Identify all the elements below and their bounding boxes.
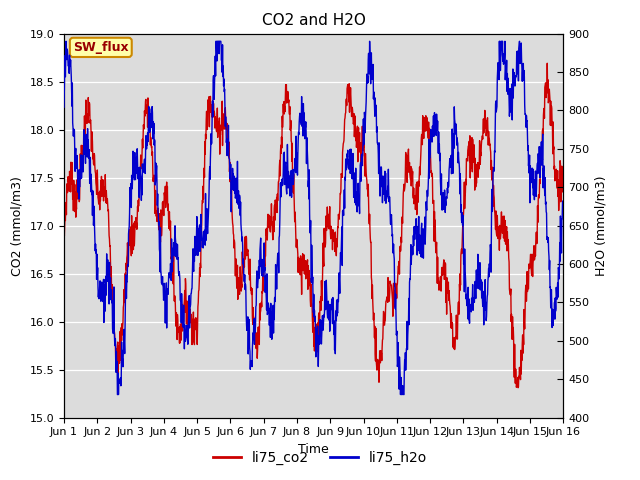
Title: CO2 and H2O: CO2 and H2O <box>262 13 365 28</box>
Y-axis label: H2O (mmol/m3): H2O (mmol/m3) <box>595 175 608 276</box>
Y-axis label: CO2 (mmol/m3): CO2 (mmol/m3) <box>11 176 24 276</box>
Legend: li75_co2, li75_h2o: li75_co2, li75_h2o <box>207 445 433 471</box>
Text: SW_flux: SW_flux <box>73 41 129 54</box>
X-axis label: Time: Time <box>298 443 329 456</box>
